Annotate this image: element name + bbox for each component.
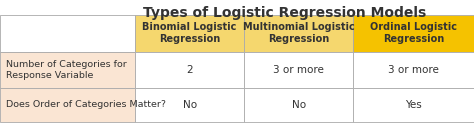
- Text: 2: 2: [186, 65, 193, 75]
- Text: Ordinal Logistic
Regression: Ordinal Logistic Regression: [370, 22, 457, 44]
- Bar: [353, 52, 474, 88]
- Text: Types of Logistic Regression Models: Types of Logistic Regression Models: [143, 6, 426, 20]
- Bar: [244, 15, 353, 52]
- Bar: [244, 88, 353, 122]
- Text: 3 or more: 3 or more: [388, 65, 439, 75]
- Bar: [0, 88, 135, 122]
- Bar: [0, 15, 135, 52]
- Bar: [244, 52, 353, 88]
- Bar: [135, 15, 244, 52]
- Text: Number of Categories for
Response Variable: Number of Categories for Response Variab…: [6, 60, 127, 80]
- Bar: [353, 88, 474, 122]
- Text: No: No: [182, 100, 197, 110]
- Bar: [135, 52, 244, 88]
- Text: Multinomial Logistic
Regression: Multinomial Logistic Regression: [243, 22, 355, 44]
- Bar: [135, 88, 244, 122]
- Text: 3 or more: 3 or more: [273, 65, 324, 75]
- Bar: [0, 52, 135, 88]
- Text: Yes: Yes: [405, 100, 422, 110]
- Text: No: No: [292, 100, 306, 110]
- Bar: [353, 15, 474, 52]
- Text: Does Order of Categories Matter?: Does Order of Categories Matter?: [6, 100, 166, 109]
- Text: Binomial Logistic
Regression: Binomial Logistic Regression: [142, 22, 237, 44]
